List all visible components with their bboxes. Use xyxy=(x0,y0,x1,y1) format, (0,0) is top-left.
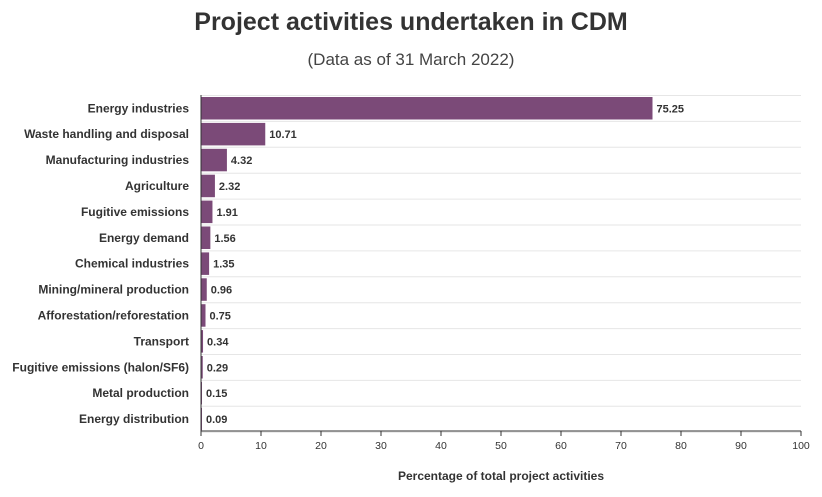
value-labels: 75.25 10.71 4.32 2.32 1.91 1.56 1.35 0.96 0.75 0.… xyxy=(206,103,684,426)
category-label: Energy industries xyxy=(88,101,190,115)
category-label: Mining/mineral production xyxy=(38,283,189,297)
x-axis: 0 10 20 30 40 50 60 70 80 90 100 xyxy=(198,95,810,452)
value-label: 2.32 xyxy=(219,181,240,193)
value-label: 0.29 xyxy=(207,362,228,374)
x-tick-label: 40 xyxy=(435,440,447,452)
bar xyxy=(201,252,210,275)
value-label: 0.15 xyxy=(206,388,227,400)
x-tick-label: 20 xyxy=(315,440,327,452)
category-label: Manufacturing industries xyxy=(46,153,190,167)
chart-subtitle: (Data as of 31 March 2022) xyxy=(307,50,515,69)
chart-title: Project activities undertaken in CDM xyxy=(194,8,628,36)
category-label: Afforestation/reforestation xyxy=(38,308,189,322)
value-label: 1.35 xyxy=(213,259,234,271)
x-tick-label: 0 xyxy=(198,440,204,452)
x-tick-label: 70 xyxy=(615,440,627,452)
value-label: 0.09 xyxy=(206,414,227,426)
bar xyxy=(201,97,653,120)
category-label: Transport xyxy=(134,334,189,348)
value-label: 0.75 xyxy=(210,310,231,322)
bar xyxy=(201,200,213,224)
category-label: Fugitive emissions (halon/SF6) xyxy=(12,360,189,374)
bar xyxy=(201,122,266,146)
x-axis-title: Percentage of total project activities xyxy=(398,469,604,483)
x-tick-label: 80 xyxy=(675,440,687,452)
category-label: Energy distribution xyxy=(79,412,189,426)
category-label: Metal production xyxy=(92,386,189,400)
value-label: 1.56 xyxy=(214,233,235,245)
category-label: Chemical industries xyxy=(75,257,189,271)
x-tick-label: 10 xyxy=(255,440,267,452)
value-label: 0.34 xyxy=(207,336,229,348)
value-label: 1.91 xyxy=(216,207,237,219)
bar xyxy=(201,174,215,198)
value-label: 0.96 xyxy=(211,285,232,297)
x-tick-label: 30 xyxy=(375,440,387,452)
value-label: 4.32 xyxy=(231,155,252,167)
bar xyxy=(201,356,203,379)
value-label: 10.71 xyxy=(269,129,297,141)
bar xyxy=(201,330,204,353)
x-tick-label: 100 xyxy=(792,440,810,452)
x-tick-label: 60 xyxy=(555,440,567,452)
value-label: 75.25 xyxy=(657,103,685,115)
category-label: Energy demand xyxy=(99,231,189,245)
bar xyxy=(201,278,207,301)
category-labels: Energy industries Waste handling and disp… xyxy=(12,101,189,426)
x-tick-label: 90 xyxy=(735,440,747,452)
category-label: Agriculture xyxy=(125,179,189,193)
category-label: Fugitive emissions xyxy=(81,205,189,219)
bars xyxy=(201,97,653,431)
x-tick-label: 50 xyxy=(495,440,507,452)
bar xyxy=(201,226,211,249)
bar xyxy=(201,304,206,327)
grid-lines xyxy=(201,95,801,433)
bar xyxy=(201,148,227,172)
category-label: Waste handling and disposal xyxy=(24,127,189,141)
